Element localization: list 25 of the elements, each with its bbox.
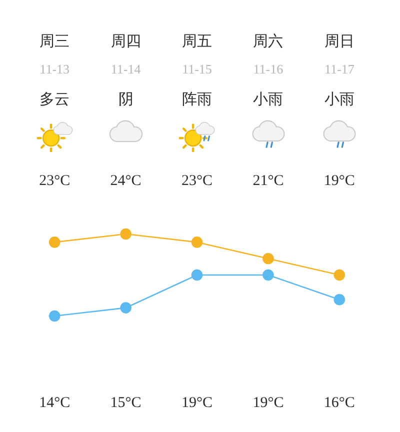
point [120,228,132,240]
data-label: 19°C [252,394,284,411]
data-label: 19°C [324,172,355,189]
data-label: 24°C [110,172,142,189]
point [48,310,60,322]
data-label: 15°C [110,394,142,411]
point [262,252,274,264]
point [334,269,346,281]
data-label: 21°C [252,172,284,189]
data-label: 16°C [324,394,355,411]
point [191,236,203,248]
data-label: 23°C [181,172,213,189]
data-label: 23°C [39,172,70,189]
x-tick-label: 周日 11-17 小雨 [324,32,355,108]
point [120,302,132,314]
x-tick-label: 周四 11-14 阴 [110,32,142,108]
point [262,269,274,281]
data-label: 19°C [181,394,213,411]
x-tick-label: 周六 11-16 小雨 [253,32,284,108]
point [334,294,346,306]
data-label: 14°C [39,394,70,411]
x-tick-label: 周三 11-13 多云 [40,32,70,108]
x-tick-label: 周五 11-15 阵雨 [182,32,212,108]
point [48,236,60,248]
point [191,269,203,281]
